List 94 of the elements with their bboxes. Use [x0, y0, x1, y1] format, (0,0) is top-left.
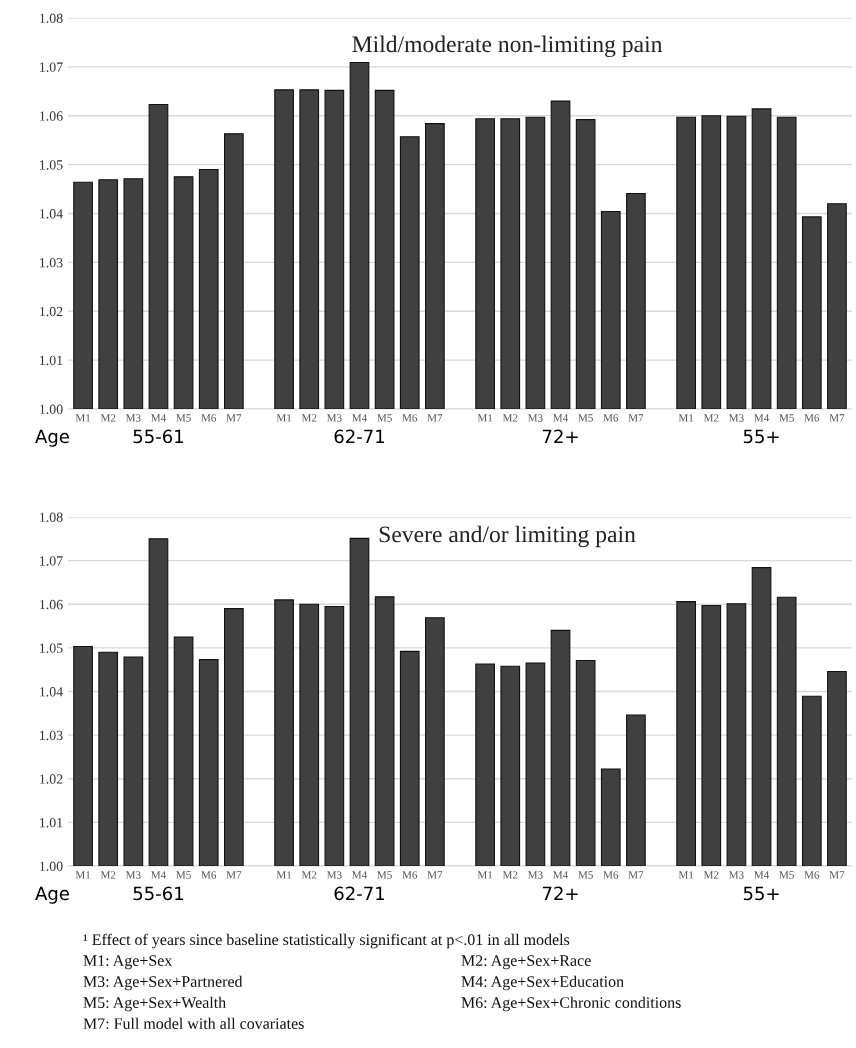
- x-tick-label: M3: [125, 414, 141, 422]
- x-tick-label: M5: [779, 414, 794, 422]
- x-tick-label: M3: [527, 871, 543, 879]
- x-tick-label: M3: [326, 414, 342, 422]
- x-tick-label: M5: [377, 414, 392, 422]
- text: Mild/moderate non-limiting pain: [352, 35, 663, 58]
- text: 72+: [542, 429, 578, 443]
- x-tick-label: M1: [477, 871, 493, 879]
- x-tick-label: M3: [527, 414, 543, 422]
- x-tick-label: M5: [779, 871, 794, 879]
- y-tick-label: 1.07: [40, 62, 63, 72]
- y-tick-label: 1.02: [40, 306, 63, 317]
- x-tick-label: M7: [427, 871, 443, 879]
- y-tick-label: 1.00: [40, 861, 63, 872]
- x-tick-label: M1: [75, 414, 91, 422]
- x-tick-label: M7: [226, 871, 242, 879]
- x-tick-label: M2: [301, 414, 317, 422]
- text: M3: Age+Sex+Partnered: [83, 975, 243, 991]
- text: M2: Age+Sex+Race: [461, 955, 591, 970]
- y-tick-label: 1.06: [40, 599, 63, 610]
- y-tick-label: 1.07: [40, 556, 63, 566]
- x-tick-label: M1: [276, 871, 292, 879]
- x-tick-label: M7: [829, 414, 845, 422]
- x-tick-label: M6: [603, 871, 619, 879]
- x-tick-label: M2: [703, 871, 719, 879]
- y-tick-label: 1.06: [40, 111, 63, 121]
- text: 55-61: [133, 886, 184, 901]
- x-tick-label: M6: [402, 871, 418, 879]
- x-tick-label: M5: [578, 871, 593, 879]
- x-tick-label: M5: [578, 414, 593, 422]
- y-tick-label: 1.03: [40, 257, 63, 268]
- text: M7: Full model with all covariates: [83, 1017, 304, 1030]
- x-tick-label: M4: [553, 414, 569, 422]
- x-tick-label: M6: [201, 414, 217, 422]
- x-tick-label: M7: [628, 414, 644, 422]
- y-tick-label: 1.01: [40, 355, 63, 366]
- text: M4: Age+Sex+Education: [461, 975, 624, 991]
- x-tick-label: M2: [100, 414, 116, 422]
- x-tick-label: M5: [176, 414, 191, 422]
- x-tick-label: M3: [729, 414, 744, 422]
- x-tick-label: M1: [678, 414, 694, 422]
- text: 55-61: [133, 429, 184, 444]
- x-tick-label: M6: [603, 414, 619, 422]
- x-tick-label: M4: [352, 871, 368, 879]
- x-tick-label: M7: [829, 871, 845, 879]
- x-tick-label: M3: [729, 871, 744, 879]
- x-tick-label: M2: [100, 871, 116, 879]
- y-tick-label: 1.03: [40, 730, 63, 741]
- x-tick-label: M6: [804, 871, 820, 879]
- x-tick-label: M6: [402, 414, 418, 422]
- y-tick-label: 1.00: [40, 404, 63, 415]
- x-tick-label: M4: [151, 871, 167, 879]
- x-tick-label: M1: [276, 414, 292, 422]
- text: 55+: [743, 429, 779, 444]
- x-tick-label: M2: [703, 414, 719, 422]
- x-tick-label: M4: [352, 414, 368, 422]
- x-tick-label: M7: [226, 414, 242, 422]
- x-tick-label: M5: [377, 871, 392, 879]
- x-tick-label: M1: [477, 414, 493, 422]
- x-tick-label: M7: [427, 414, 443, 422]
- x-tick-label: M5: [176, 871, 191, 879]
- y-tick-label: 1.08: [40, 512, 63, 523]
- text: Age: [35, 429, 69, 447]
- x-tick-label: M6: [804, 414, 820, 422]
- text: 55+: [743, 886, 779, 901]
- text: M6: Age+Sex+Chronic conditions: [461, 996, 681, 1012]
- x-tick-label: M4: [754, 871, 770, 879]
- x-tick-label: M7: [628, 871, 644, 879]
- text: 62-71: [334, 886, 385, 901]
- y-tick-label: 1.05: [40, 643, 63, 653]
- x-tick-label: M6: [201, 871, 217, 879]
- text: 62-71: [334, 429, 385, 444]
- text: ¹ Effect of years since baseline statistically significant at p<.01 in all models: [83, 933, 570, 949]
- y-tick-label: 1.04: [40, 687, 63, 697]
- x-tick-label: M3: [326, 871, 342, 879]
- x-tick-label: M3: [125, 871, 141, 879]
- x-tick-label: M2: [502, 871, 518, 879]
- x-tick-label: M4: [151, 414, 167, 422]
- y-tick-label: 1.01: [40, 817, 63, 828]
- x-tick-label: M4: [553, 871, 569, 879]
- x-tick-label: M1: [678, 871, 694, 879]
- text: Age: [35, 886, 69, 904]
- y-tick-label: 1.02: [40, 774, 63, 784]
- text: M5: Age+Sex+Wealth: [83, 996, 226, 1012]
- text: M1: Age+Sex: [83, 955, 173, 970]
- chart-title: Severe and/or limiting pain: [379, 525, 636, 548]
- x-tick-label: M2: [301, 871, 317, 879]
- x-tick-label: M4: [754, 414, 770, 422]
- y-tick-label: 1.04: [40, 209, 63, 219]
- y-tick-label: 1.08: [40, 13, 63, 24]
- x-tick-label: M1: [75, 871, 91, 879]
- x-tick-label: M2: [502, 414, 518, 422]
- y-tick-label: 1.05: [40, 160, 63, 170]
- text: 72+: [542, 886, 578, 900]
